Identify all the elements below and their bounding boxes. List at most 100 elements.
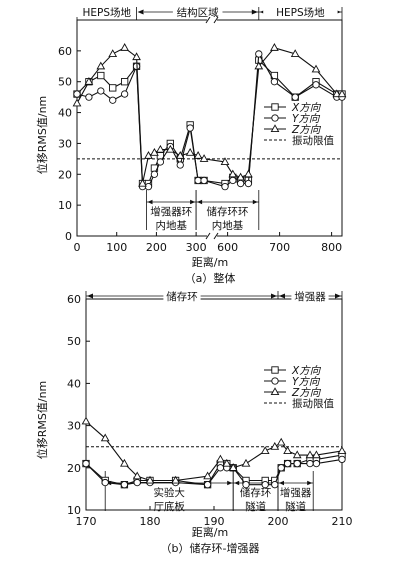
panel-a-legend-label-limit: 振动限值 xyxy=(292,134,334,147)
panel-a-point-triangle xyxy=(72,98,82,107)
panel-a-x-tick-label: 800 xyxy=(321,241,342,254)
panel-a-point-triangle xyxy=(236,172,245,181)
panel-b-point-circle xyxy=(203,481,212,489)
panel-b-point-circle xyxy=(312,459,321,468)
panel-b-x-tick-label: 170 xyxy=(76,515,97,528)
panel-a-x-tick-label: 300 xyxy=(186,241,207,254)
panel-a-y-tick-label: 30 xyxy=(58,137,72,150)
panel-a-top-region-label: HEPS场地 xyxy=(83,6,132,19)
panel-a-legend-marker-square xyxy=(271,103,279,111)
panel-a-point-circle xyxy=(270,78,279,86)
panel-a-point-triangle xyxy=(144,151,153,159)
panel-a-point-circle xyxy=(194,176,202,185)
panel-b-legend-label: Z方向 xyxy=(291,387,322,399)
panel-b-region-arrow xyxy=(279,293,285,299)
panel-b-y-tick-label: 40 xyxy=(67,377,81,390)
panel-b-point-triangle xyxy=(171,475,180,484)
panel-a-point-triangle xyxy=(185,147,195,156)
panel-b: （b）储存环-增强器 距离/m 位移RMS值/nm 10 20 30 40 50 60 17… xyxy=(35,288,353,555)
panel-b-series-line-triangle xyxy=(85,420,343,482)
panel-a-point-circle xyxy=(85,93,93,101)
panel-a-x-tick-label: 0 xyxy=(74,241,81,254)
panel-b-point-circle xyxy=(82,459,90,468)
panel-a-axis-break-mask-top xyxy=(207,16,217,24)
panel-b-y-tick-label: 30 xyxy=(67,420,81,433)
panel-b-point-triangle xyxy=(120,458,129,467)
panel-b-point-triangle xyxy=(276,437,286,446)
panel-a-point-square xyxy=(97,71,105,80)
panel-b-point-circle xyxy=(277,464,285,472)
panel-a-axis-break-mark xyxy=(213,232,219,240)
panel-b-legend-label: X方向 xyxy=(291,365,322,377)
panel-a-point-triangle xyxy=(220,157,230,165)
panel-a-point-triangle xyxy=(290,49,300,57)
panel-b-point-triangle xyxy=(216,454,225,463)
panel-a-axis-break-mask-bottom xyxy=(207,232,217,240)
panel-b-region-arrow xyxy=(271,293,277,299)
panel-b-region-label-bg xyxy=(291,288,329,301)
panel-a-bottom-region-arrow xyxy=(197,199,203,205)
panel-a-point-circle xyxy=(255,50,263,58)
panel-a-point-triangle xyxy=(150,147,159,156)
panel-a-bottom-region-label: 内地基 xyxy=(212,219,244,232)
panel-b-point-circle xyxy=(120,481,129,489)
panel-a-axis-break-mark xyxy=(213,16,219,24)
panel-b-point-triangle xyxy=(241,458,251,467)
panel-b-point-triangle xyxy=(270,441,280,450)
panel-a-region-arrow xyxy=(251,9,258,15)
panel-b-point-circle xyxy=(242,481,250,489)
panel-a-point-circle xyxy=(186,124,194,132)
panel-b-point-triangle xyxy=(222,458,232,467)
panel-a-bottom-region-label: 储存环环 xyxy=(206,205,248,218)
panel-a-point-triangle xyxy=(84,76,94,85)
panel-b-bottom-region-arrow xyxy=(307,480,313,486)
panel-a-y-tick-label: 0 xyxy=(65,230,72,243)
panel-b-bottom-region-arrow xyxy=(234,480,240,486)
panel-b-point-triangle xyxy=(100,433,110,442)
panel-a-point-circle xyxy=(144,182,153,191)
panel-a-region-label-bg xyxy=(172,4,223,17)
panel-b-point-triangle xyxy=(203,471,212,480)
panel-a-legend-marker-triangle xyxy=(270,124,280,133)
panel-a-axis-break-mark xyxy=(205,232,211,240)
panel-a-x-tick-label: 600 xyxy=(217,241,238,254)
panel-a-legend-marker-circle xyxy=(271,114,279,122)
panel-a-top-region-label: 结构区域 xyxy=(177,6,219,19)
panel-b-caption: （b）储存环-增强器 xyxy=(161,541,260,555)
panel-b-point-triangle xyxy=(132,471,142,480)
panel-b-point-circle xyxy=(133,478,141,487)
panel-b-legend-label-limit: 振动限值 xyxy=(292,397,334,410)
panel-a-point-triangle xyxy=(108,49,118,57)
panel-a-x-axis-label: 距离/m xyxy=(192,255,228,269)
panel-a-legend-label: Y方向 xyxy=(292,113,321,125)
panel-b-point-triangle xyxy=(312,450,321,459)
panel-a-legend-label: Z方向 xyxy=(291,124,322,136)
panel-b-point-triangle xyxy=(292,450,302,459)
panel-b-bottom-region-label: 储存环 xyxy=(240,486,272,499)
panel-a-point-triangle xyxy=(175,151,185,159)
panel-b-point-triangle xyxy=(145,475,155,484)
panel-a-point-square xyxy=(109,84,117,92)
panel-a-point-triangle xyxy=(96,61,106,70)
panel-b-bottom-region-label: 隧道 xyxy=(285,500,306,513)
panel-b-x-axis-label: 距离/m xyxy=(192,525,228,539)
panel-a-axis-break-mark xyxy=(205,16,211,24)
panel-a-legend-label: X方向 xyxy=(291,102,322,114)
panel-b-x-tick-label: 210 xyxy=(332,515,353,528)
panel-a-bottom-region-arrow xyxy=(190,199,196,205)
panel-a-point-triangle xyxy=(156,144,165,153)
panel-a-point-triangle xyxy=(244,169,253,178)
panel-b-y-tick-label: 50 xyxy=(67,335,81,348)
panel-a-point-triangle xyxy=(199,154,209,162)
panel-b-y-tick-label: 10 xyxy=(67,504,81,517)
panel-a-caption: （a）整体 xyxy=(185,271,236,285)
panel-b-x-tick-label: 180 xyxy=(140,515,161,528)
panel-a-point-circle xyxy=(150,170,159,178)
panel-a-y-tick-label: 60 xyxy=(58,45,72,58)
panel-a-point-circle xyxy=(244,179,253,188)
panel-b-bottom-region-label: 实验大 xyxy=(153,486,185,499)
panel-a-point-triangle xyxy=(138,178,147,187)
panel-b-bottom-region-arrow xyxy=(279,480,284,486)
panel-b-point-circle xyxy=(293,459,301,468)
